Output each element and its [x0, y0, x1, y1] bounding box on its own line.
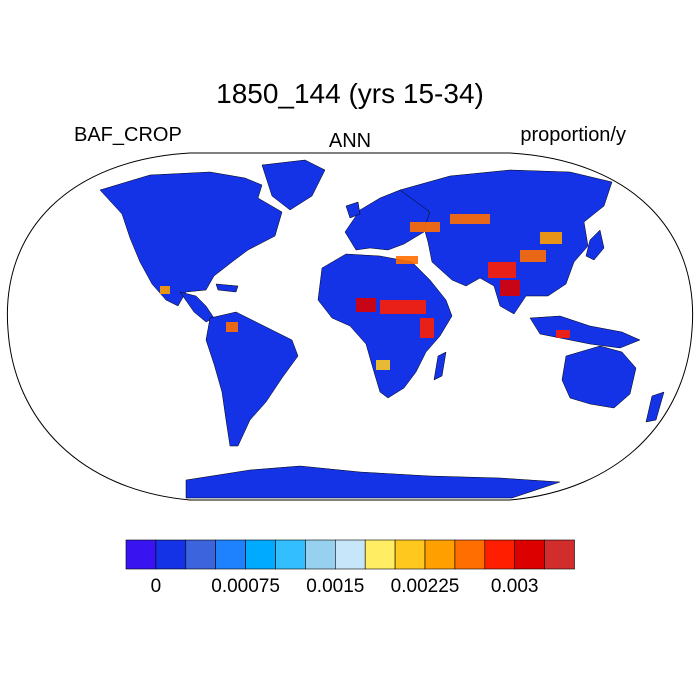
colorbar-swatch	[305, 539, 336, 570]
colorbar-label: 0.00225	[390, 576, 460, 597]
new-zealand	[645, 391, 665, 423]
hotspot-patch	[226, 322, 238, 332]
iceland-uk	[345, 201, 361, 219]
colorbar-label: 0.00075	[211, 576, 280, 597]
colorbar-swatch	[125, 539, 157, 570]
units-label: proportion/y	[520, 124, 626, 146]
south-america	[205, 311, 299, 447]
hotspot-patch	[380, 300, 426, 314]
colorbar-swatch	[215, 539, 246, 570]
colorbar-swatch	[454, 539, 486, 570]
hotspot-patch	[420, 318, 434, 338]
southeast-asia	[529, 315, 641, 349]
greenland	[261, 159, 326, 211]
map-title: 1850_144 (yrs 15-34)	[216, 78, 484, 109]
madagascar	[433, 351, 447, 381]
colorbar-label: 0.0015	[306, 576, 365, 597]
colorbar-swatch	[155, 539, 187, 570]
land-masses	[99, 159, 665, 499]
colorbar-swatch	[364, 539, 396, 570]
colorbar-swatch	[334, 539, 366, 570]
colorbar-swatch	[514, 539, 545, 570]
colorbar-swatch	[424, 539, 456, 570]
colorbar-swatch	[245, 539, 276, 570]
hotspot-patch	[396, 256, 418, 264]
colorbar-swatch	[185, 539, 217, 570]
hotspot-patch	[488, 262, 516, 278]
colorbar	[125, 539, 575, 570]
hotspot-patch	[500, 280, 520, 296]
australia	[561, 345, 637, 409]
cropland-fire-hotspots	[160, 214, 570, 370]
colorbar-swatch	[394, 539, 426, 570]
north-america	[99, 171, 283, 307]
variable-name: BAF_CROP	[74, 124, 182, 146]
hotspot-patch	[356, 298, 376, 312]
hotspot-patch	[376, 360, 390, 370]
hotspot-patch	[520, 250, 546, 262]
colorbar-label: 0	[150, 576, 162, 597]
hotspot-patch	[410, 222, 440, 232]
asia	[399, 169, 613, 315]
antarctica	[185, 465, 561, 499]
season-label: ANN	[328, 130, 372, 152]
hotspot-patch	[160, 286, 170, 294]
caribbean	[215, 283, 239, 293]
hotspot-patch	[540, 232, 562, 244]
colorbar-swatch	[275, 539, 306, 570]
colorbar-label: 0.003	[490, 576, 539, 597]
colorbar-swatch	[544, 539, 575, 570]
hotspot-patch	[556, 330, 570, 338]
japan	[585, 229, 605, 261]
hotspot-patch	[450, 214, 490, 224]
colorbar-swatch	[484, 539, 515, 570]
